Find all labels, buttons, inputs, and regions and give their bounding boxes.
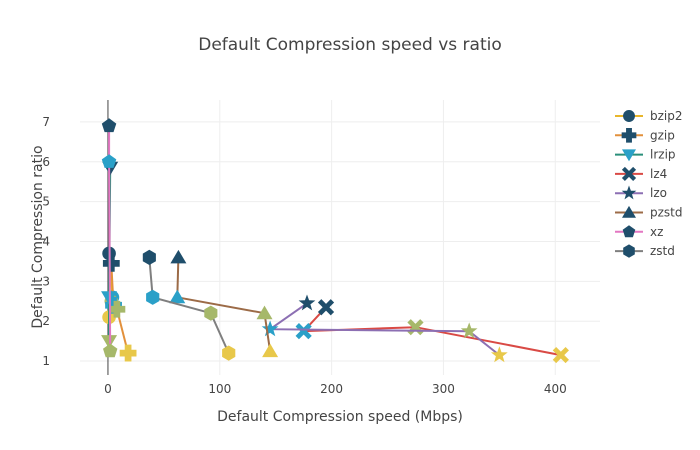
x-axis-ticks: 0 100 200 300 400 <box>104 382 567 396</box>
data-point-pzstd <box>170 249 187 264</box>
legend-item-lrzip[interactable]: lrzip <box>615 148 676 162</box>
data-point-zstd <box>142 249 156 265</box>
legend-marker <box>623 244 635 258</box>
data-point-pzstd <box>169 289 186 304</box>
series-line-zstd <box>148 257 230 354</box>
legend-label: pzstd <box>650 206 683 220</box>
data-point-xz <box>103 343 118 358</box>
legend-marker <box>621 166 637 181</box>
series-lzo <box>261 294 508 363</box>
legend-label: zstd <box>650 244 675 258</box>
legend-marker <box>623 110 635 122</box>
legend-item-lzo[interactable]: lzo <box>615 185 667 201</box>
legend-item-pzstd[interactable]: pzstd <box>615 206 683 220</box>
plot-area <box>101 118 569 364</box>
series-xz <box>101 118 118 358</box>
legend-item-zstd[interactable]: zstd <box>615 244 675 258</box>
data-point-zstd <box>204 305 218 321</box>
legend-item-xz[interactable]: xz <box>615 225 663 239</box>
data-point-lz4 <box>295 323 312 340</box>
legend-label: lrzip <box>650 148 676 162</box>
y-tick-label: 6 <box>42 155 50 169</box>
y-tick-label: 3 <box>42 274 50 288</box>
data-point-lzo <box>491 346 508 363</box>
legend-marker <box>622 225 636 238</box>
legend-label: gzip <box>650 128 675 142</box>
series-line-lzo <box>266 302 501 356</box>
data-point-pzstd <box>262 343 279 358</box>
legend-label: xz <box>650 225 663 239</box>
y-axis-ticks: 1 2 3 4 5 6 7 <box>42 115 50 368</box>
y-axis-title: Default Compression ratio <box>30 145 46 328</box>
y-tick-label: 2 <box>42 314 50 328</box>
data-point-zstd <box>146 289 160 305</box>
legend: bzip2 gzip lrzip lz4 lzo pzstd xz zstd <box>615 109 683 258</box>
chart-title: Default Compression speed vs ratio <box>198 35 502 55</box>
x-axis-title: Default Compression speed (Mbps) <box>217 409 463 425</box>
legend-marker <box>622 205 636 218</box>
data-point-lrzip <box>101 335 118 349</box>
legend-label: bzip2 <box>650 109 683 123</box>
data-point-pzstd <box>256 305 273 320</box>
data-point-xz <box>101 118 117 133</box>
data-point-lz4 <box>552 346 569 364</box>
data-point-gzip <box>108 300 126 318</box>
x-tick-label: 400 <box>544 382 567 396</box>
y-tick-label: 4 <box>42 234 50 248</box>
y-tick-label: 7 <box>42 115 50 129</box>
legend-marker <box>622 149 636 162</box>
legend-marker <box>621 127 637 143</box>
series-pzstd <box>169 249 279 358</box>
data-point-lzo <box>261 320 279 337</box>
legend-label: lzo <box>650 186 667 200</box>
data-point-lzo <box>298 294 316 311</box>
series-gzip <box>102 255 137 362</box>
y-tick-label: 5 <box>42 195 50 209</box>
y-tick-label: 1 <box>42 354 50 368</box>
series-line-pzstd <box>176 257 272 352</box>
data-point-lz4 <box>317 299 335 316</box>
legend-item-bzip2[interactable]: bzip2 <box>615 109 683 123</box>
x-tick-label: 0 <box>104 382 112 396</box>
x-tick-label: 100 <box>208 382 231 396</box>
legend-item-lz4[interactable]: lz4 <box>615 166 667 181</box>
data-point-gzip <box>119 344 137 362</box>
legend-label: lz4 <box>650 167 667 181</box>
series-zstd <box>142 249 236 361</box>
legend-item-gzip[interactable]: gzip <box>615 127 675 143</box>
data-point-zstd <box>222 345 236 361</box>
data-point-lzo <box>460 322 478 339</box>
data-point-xz <box>101 154 117 168</box>
grid <box>80 100 600 375</box>
x-tick-label: 300 <box>432 382 455 396</box>
x-tick-label: 200 <box>320 382 343 396</box>
data-point-gzip <box>102 255 120 272</box>
legend-marker <box>621 185 637 200</box>
